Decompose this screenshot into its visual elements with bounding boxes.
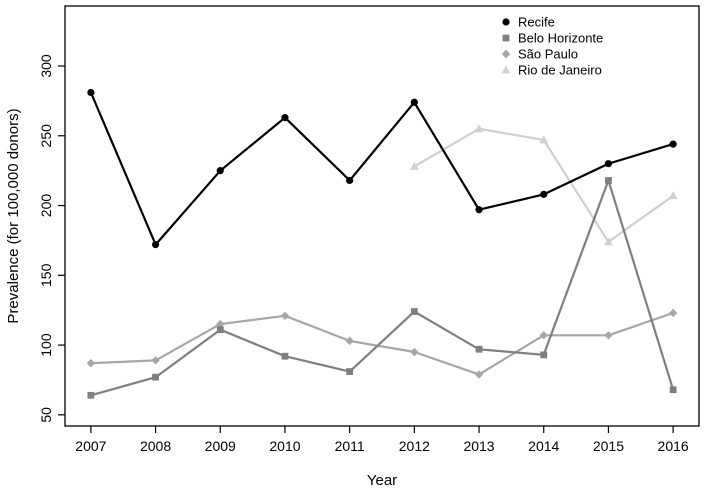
legend-marker-rio-de-janeiro: [501, 65, 511, 74]
data-point-rio-de-janeiro-2013: [474, 124, 484, 133]
data-point-belo-horizonte-2007: [87, 391, 95, 399]
x-axis: 2007 2008 2009 2010 2011 2012 2013 2014 2015 2016: [75, 426, 689, 454]
x-tick-label-2012: 2012: [399, 438, 430, 454]
series-line-s-o-paulo: [90, 311, 674, 376]
data-point-s-o-paulo-2007: [86, 359, 96, 368]
x-axis-title: Year: [367, 472, 397, 489]
series-line-belo-horizonte: [90, 179, 675, 397]
y-axis: 50 100 150 200 250 300: [38, 54, 65, 423]
data-point-rio-de-janeiro-2016: [668, 191, 678, 200]
data-point-s-o-paulo-2016: [668, 308, 678, 318]
x-tick-label-2010: 2010: [269, 438, 300, 454]
y-tick-label-100: 100: [38, 333, 54, 357]
data-point-recife-2011: [346, 176, 354, 185]
legend-label-recife: Recife: [518, 15, 555, 30]
data-point-recife-2014: [540, 190, 548, 198]
x-tick-label-2007: 2007: [75, 438, 106, 454]
data-point-belo-horizonte-2009: [216, 326, 224, 334]
x-tick-label-2016: 2016: [658, 438, 689, 454]
data-point-belo-horizonte-2010: [281, 352, 289, 360]
y-tick-label-150: 150: [38, 263, 54, 287]
series-belo-horizonte: [87, 177, 677, 399]
y-tick-label-200: 200: [38, 194, 54, 218]
legend-marker-belo-horizonte: [502, 34, 510, 42]
series-rio-de-janeiro: [409, 124, 678, 246]
data-point-belo-horizonte-2015: [605, 177, 612, 184]
series-line-recife: [89, 92, 674, 246]
data-point-recife-2013: [475, 206, 483, 214]
legend-marker-s-o-paulo: [501, 49, 511, 59]
data-point-recife-2008: [151, 241, 160, 249]
data-point-rio-de-janeiro-2012: [409, 161, 419, 170]
data-point-s-o-paulo-2014: [539, 331, 548, 340]
data-point-s-o-paulo-2010: [280, 311, 290, 320]
data-point-s-o-paulo-2011: [345, 336, 354, 346]
legend-marker-recife: [502, 18, 510, 26]
data-point-recife-2007: [87, 88, 95, 97]
data-point-s-o-paulo-2009: [216, 319, 225, 329]
x-tick-label-2015: 2015: [593, 438, 624, 454]
y-axis-title: Prevalence (for 100,000 donors): [5, 108, 22, 323]
series-layer: [86, 88, 678, 399]
series-recife: [87, 88, 677, 249]
data-point-s-o-paulo-2012: [410, 347, 419, 357]
data-point-rio-de-janeiro-2015: [604, 237, 613, 246]
data-point-belo-horizonte-2012: [410, 308, 418, 315]
x-tick-label-2008: 2008: [140, 438, 171, 454]
x-tick-label-2013: 2013: [463, 438, 494, 454]
data-point-s-o-paulo-2015: [604, 331, 613, 340]
y-tick-label-50: 50: [38, 407, 54, 423]
series-line-rio-de-janeiro: [413, 127, 674, 243]
data-point-rio-de-janeiro-2014: [539, 135, 549, 144]
data-point-belo-horizonte-2008: [152, 373, 159, 381]
data-point-belo-horizonte-2014: [540, 351, 548, 359]
data-point-belo-horizonte-2016: [669, 386, 677, 394]
series-s-o-paulo: [86, 308, 678, 379]
data-point-recife-2016: [669, 140, 677, 148]
y-tick-label-250: 250: [38, 124, 54, 148]
data-point-recife-2009: [216, 167, 224, 175]
y-tick-label-300: 300: [38, 54, 54, 78]
data-point-s-o-paulo-2008: [151, 356, 160, 365]
x-tick-label-2014: 2014: [528, 438, 559, 454]
data-point-recife-2015: [604, 160, 613, 168]
legend-label-belo-horizonte: Belo Horizonte: [518, 31, 603, 46]
x-tick-label-2009: 2009: [205, 438, 236, 454]
legend-label-s-o-paulo: São Paulo: [518, 47, 578, 62]
legend-label-rio-de-janeiro: Rio de Janeiro: [518, 63, 602, 78]
x-tick-label-2011: 2011: [335, 438, 365, 454]
data-point-recife-2012: [410, 98, 418, 106]
data-point-belo-horizonte-2013: [475, 345, 483, 353]
data-point-recife-2010: [281, 114, 289, 122]
data-point-belo-horizonte-2011: [346, 368, 354, 375]
data-point-s-o-paulo-2013: [474, 370, 484, 379]
plot-frame: [64, 5, 700, 427]
